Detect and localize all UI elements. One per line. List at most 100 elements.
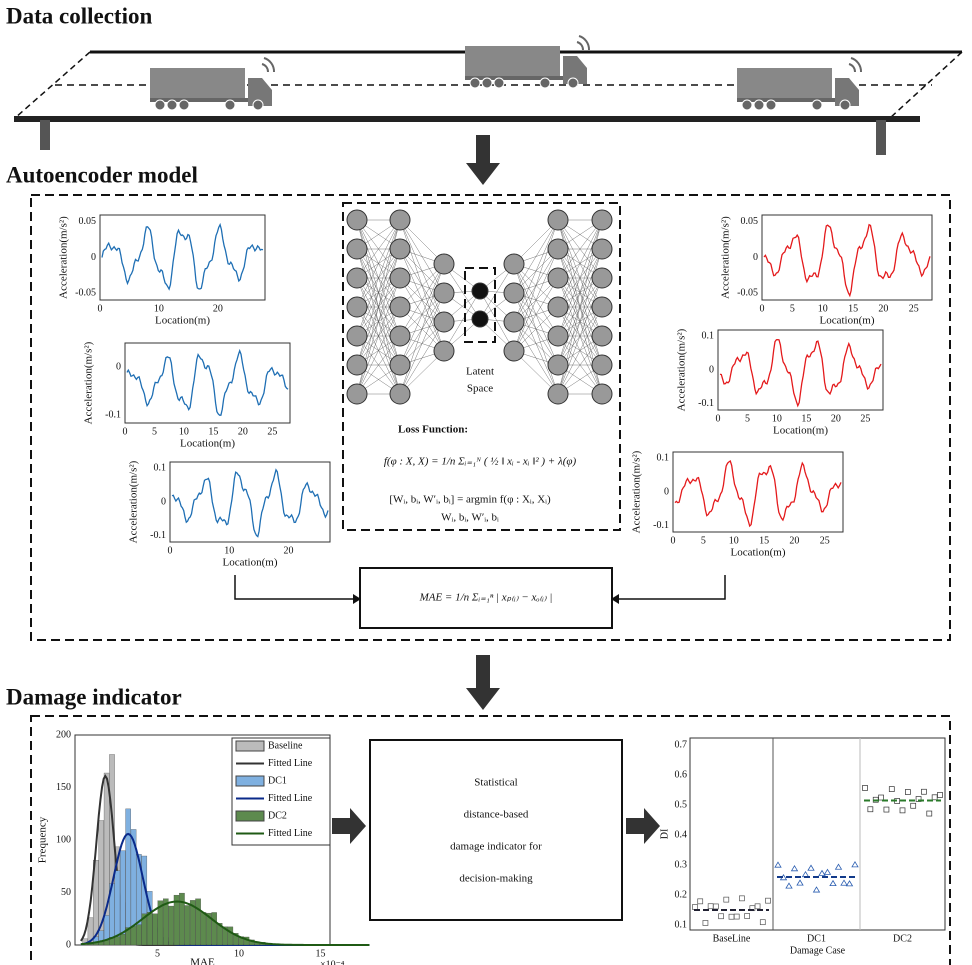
hist-bar bbox=[147, 912, 152, 945]
x-axis-label: Damage Case bbox=[790, 945, 846, 956]
wheel bbox=[766, 100, 776, 110]
wheel bbox=[812, 100, 822, 110]
wheel bbox=[568, 78, 578, 88]
mae-formula: MAE = 1/n Σᵢ₌₁ⁿ | xₚ₍ᵢ₎ − xₒ₍ᵢ₎ | bbox=[419, 592, 553, 604]
y-tick-label: 0 bbox=[161, 496, 166, 507]
wheel bbox=[179, 100, 189, 110]
y-tick-label: 150 bbox=[56, 782, 71, 793]
x-tick-label: 0 bbox=[671, 535, 676, 546]
trucks bbox=[150, 36, 861, 110]
wheel bbox=[253, 100, 263, 110]
node bbox=[548, 268, 568, 288]
x-tick-label: 10 bbox=[224, 545, 234, 556]
node bbox=[592, 384, 612, 404]
indicator-box bbox=[370, 740, 622, 920]
hist-bar bbox=[126, 809, 131, 945]
x-tick-label: 10 bbox=[154, 303, 164, 314]
legend-label: Baseline bbox=[268, 740, 303, 751]
x-tick-label: 25 bbox=[820, 535, 830, 546]
node bbox=[592, 326, 612, 346]
wheel bbox=[494, 78, 504, 88]
wheel bbox=[540, 78, 550, 88]
y-tick-label: 0 bbox=[116, 361, 121, 372]
x-tick-label: 15 bbox=[208, 426, 218, 437]
legend-label: Fitted Line bbox=[268, 758, 313, 769]
wheel bbox=[225, 100, 235, 110]
x-tick-label: 0 bbox=[98, 303, 103, 314]
node bbox=[434, 312, 454, 332]
x-tick-label: 0 bbox=[123, 426, 128, 437]
hist-bar bbox=[115, 937, 120, 945]
node bbox=[548, 326, 568, 346]
wheel bbox=[470, 78, 480, 88]
y-tick-label: -0.05 bbox=[75, 287, 96, 298]
x-tick-label: 5 bbox=[745, 413, 750, 424]
node bbox=[592, 239, 612, 259]
node bbox=[472, 283, 488, 299]
node bbox=[548, 210, 568, 230]
x-tick-label: 20 bbox=[213, 303, 223, 314]
y-axis-label: Frequency bbox=[37, 816, 49, 863]
node bbox=[592, 210, 612, 230]
signal bbox=[577, 36, 589, 50]
x-tick-label: 20 bbox=[878, 303, 888, 314]
x-axis-label: Location(m) bbox=[155, 315, 210, 327]
node bbox=[390, 239, 410, 259]
x-tick-label: 5 bbox=[790, 303, 795, 314]
x-tick-label: 15 bbox=[316, 948, 326, 959]
x-tick-label: 5 bbox=[701, 535, 706, 546]
x-tick-label: 15 bbox=[848, 303, 858, 314]
wheel bbox=[167, 100, 177, 110]
x-tick-label: 15 bbox=[801, 413, 811, 424]
hist-bar bbox=[152, 914, 157, 945]
x-tick-label: DC1 bbox=[807, 933, 826, 944]
latent-label: Space bbox=[467, 383, 493, 395]
x-tick-label: 5 bbox=[155, 948, 160, 959]
indicator-text: damage indicator for bbox=[450, 841, 542, 853]
x-tick-label: 15 bbox=[759, 535, 769, 546]
y-tick-label: -0.1 bbox=[653, 520, 669, 531]
y-tick-label: -0.1 bbox=[150, 530, 166, 541]
x-tick-label: 10 bbox=[234, 948, 244, 959]
plot-frame bbox=[673, 452, 843, 532]
hist-bar bbox=[228, 927, 233, 945]
node bbox=[390, 384, 410, 404]
legend-label: Fitted Line bbox=[268, 828, 313, 839]
indicator-text: Statistical bbox=[474, 777, 517, 789]
y-tick-label: 0.5 bbox=[675, 799, 688, 810]
node bbox=[548, 384, 568, 404]
node bbox=[434, 341, 454, 361]
x-multiplier: ×10⁻⁴ bbox=[320, 959, 345, 965]
wheel bbox=[155, 100, 165, 110]
x-tick-label: 25 bbox=[267, 426, 277, 437]
node bbox=[434, 254, 454, 274]
y-axis-label: Acceleration(m/s²) bbox=[128, 460, 140, 543]
x-axis-label: MAE bbox=[190, 957, 215, 965]
y-tick-label: 0 bbox=[91, 252, 96, 263]
y-tick-label: 0.6 bbox=[675, 769, 688, 780]
node bbox=[548, 355, 568, 375]
x-tick-label: 5 bbox=[152, 426, 157, 437]
loss-formula: f(φ : X, X) = 1/n Σᵢ₌₁ᴺ ( ½ ‖ xᵢ - xᵢ ‖²… bbox=[384, 456, 577, 468]
node bbox=[592, 268, 612, 288]
arrow bbox=[466, 655, 500, 710]
node bbox=[390, 326, 410, 346]
x-tick-label: 0 bbox=[168, 545, 173, 556]
x-tick-label: 20 bbox=[284, 545, 294, 556]
wheel bbox=[840, 100, 850, 110]
hist-bar bbox=[195, 899, 200, 945]
x-tick-label: 10 bbox=[818, 303, 828, 314]
node bbox=[347, 355, 367, 375]
y-tick-label: 0.1 bbox=[154, 463, 167, 474]
hist-bar bbox=[131, 926, 136, 945]
signal bbox=[849, 58, 861, 72]
y-axis-label: Acceleration(m/s²) bbox=[631, 450, 643, 533]
wheel bbox=[754, 100, 764, 110]
y-tick-label: 0.05 bbox=[741, 216, 759, 227]
y-tick-label: 0.1 bbox=[657, 453, 670, 464]
node bbox=[592, 355, 612, 375]
y-tick-label: -0.05 bbox=[737, 287, 758, 298]
y-axis-label: Acceleration(m/s²) bbox=[83, 341, 95, 424]
x-tick-label: 25 bbox=[909, 303, 919, 314]
